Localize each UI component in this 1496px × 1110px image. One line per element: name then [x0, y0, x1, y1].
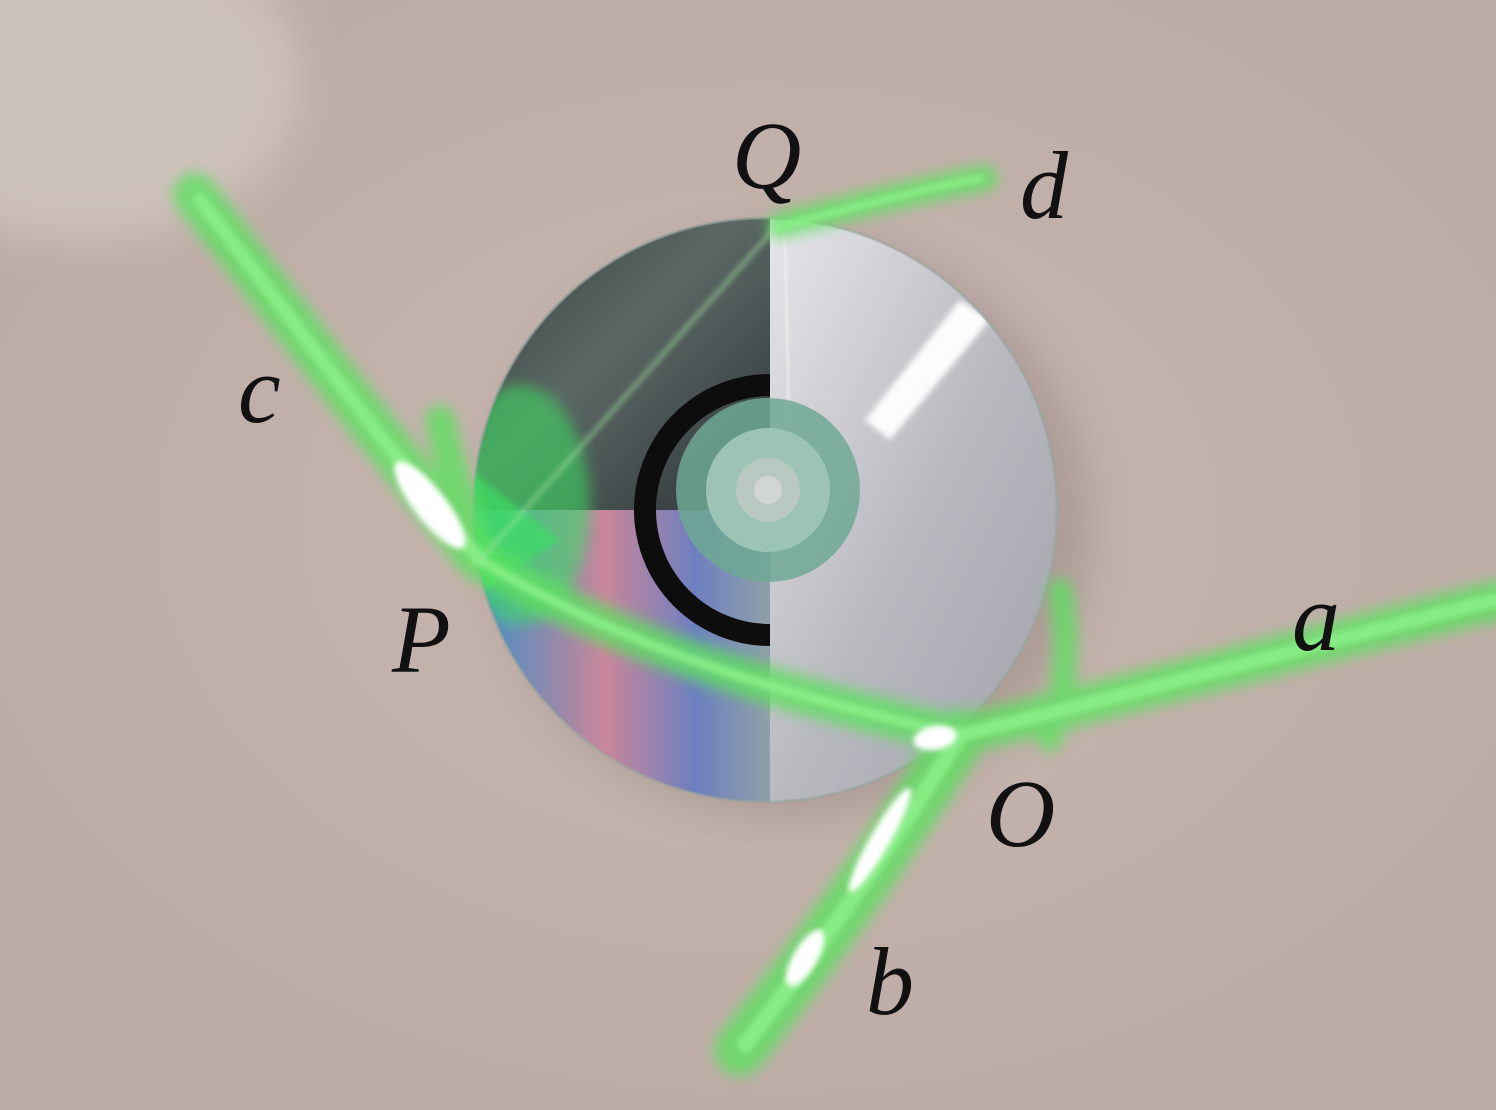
- ray-label-a: a: [1292, 564, 1340, 671]
- ray-label-c: c: [238, 336, 281, 443]
- ray-label-d: d: [1020, 132, 1068, 239]
- laser-reflections: [394, 461, 957, 987]
- bright-corner: [0, 0, 300, 240]
- point-label-o: O: [986, 760, 1056, 867]
- point-label-q: Q: [732, 102, 802, 209]
- point-label-p: P: [392, 586, 451, 693]
- ray-label-b: b: [866, 928, 914, 1035]
